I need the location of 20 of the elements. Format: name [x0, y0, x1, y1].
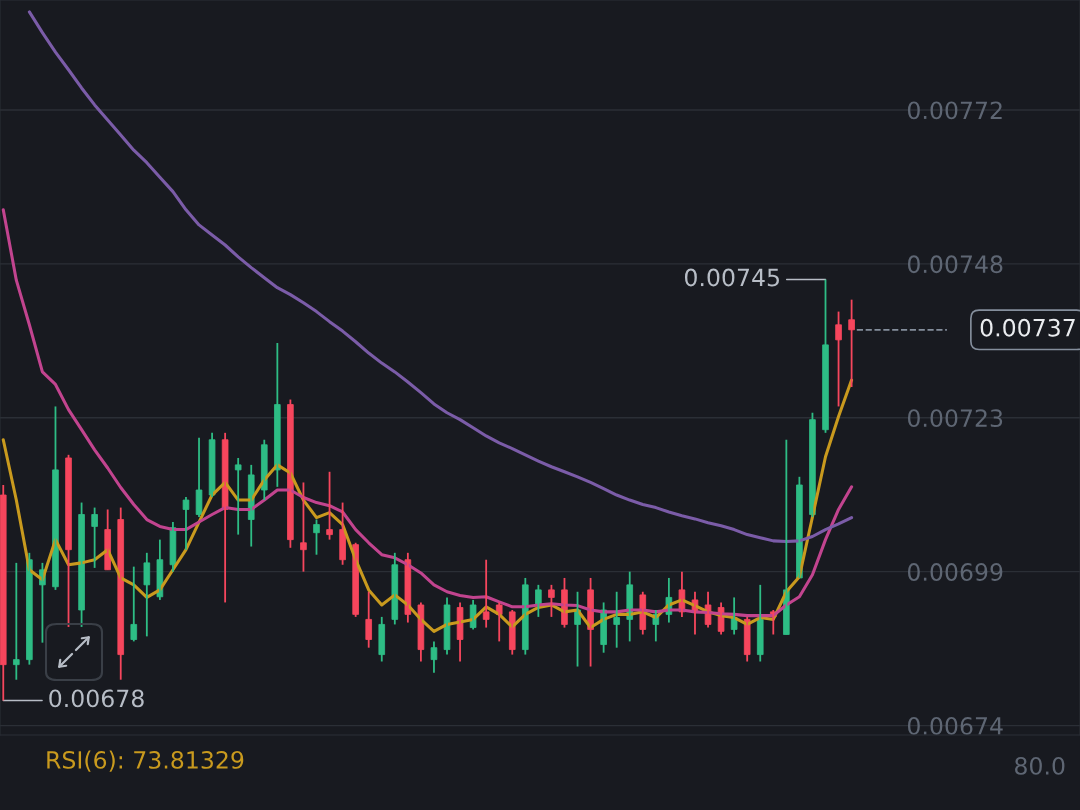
annotation: 0.00745 [684, 268, 779, 287]
candlestick [326, 470, 333, 541]
candlestick [835, 310, 842, 408]
candlestick [822, 278, 829, 434]
candlestick [182, 496, 190, 551]
y-tick-label: 0.00772 [907, 101, 1002, 120]
y-tick-label: 0.00699 [907, 563, 1003, 581]
candlestick [313, 518, 320, 556]
text: RSI(6): 73.81329 [47, 750, 244, 772]
ref-line-label: 0.00737 [980, 318, 1075, 337]
candlestick [65, 453, 72, 628]
y-tick-label: 0.00674 [907, 717, 1003, 735]
y-tick-label: 0.00723 [907, 409, 1003, 428]
candlestick [300, 481, 307, 573]
candlestick [548, 583, 555, 618]
annotation: 0.00678 [49, 689, 144, 708]
y-tick-label: 0.00748 [907, 255, 1003, 274]
text: 80.0 [1015, 756, 1065, 775]
candlestick [234, 457, 242, 536]
line-series [27, 10, 854, 544]
